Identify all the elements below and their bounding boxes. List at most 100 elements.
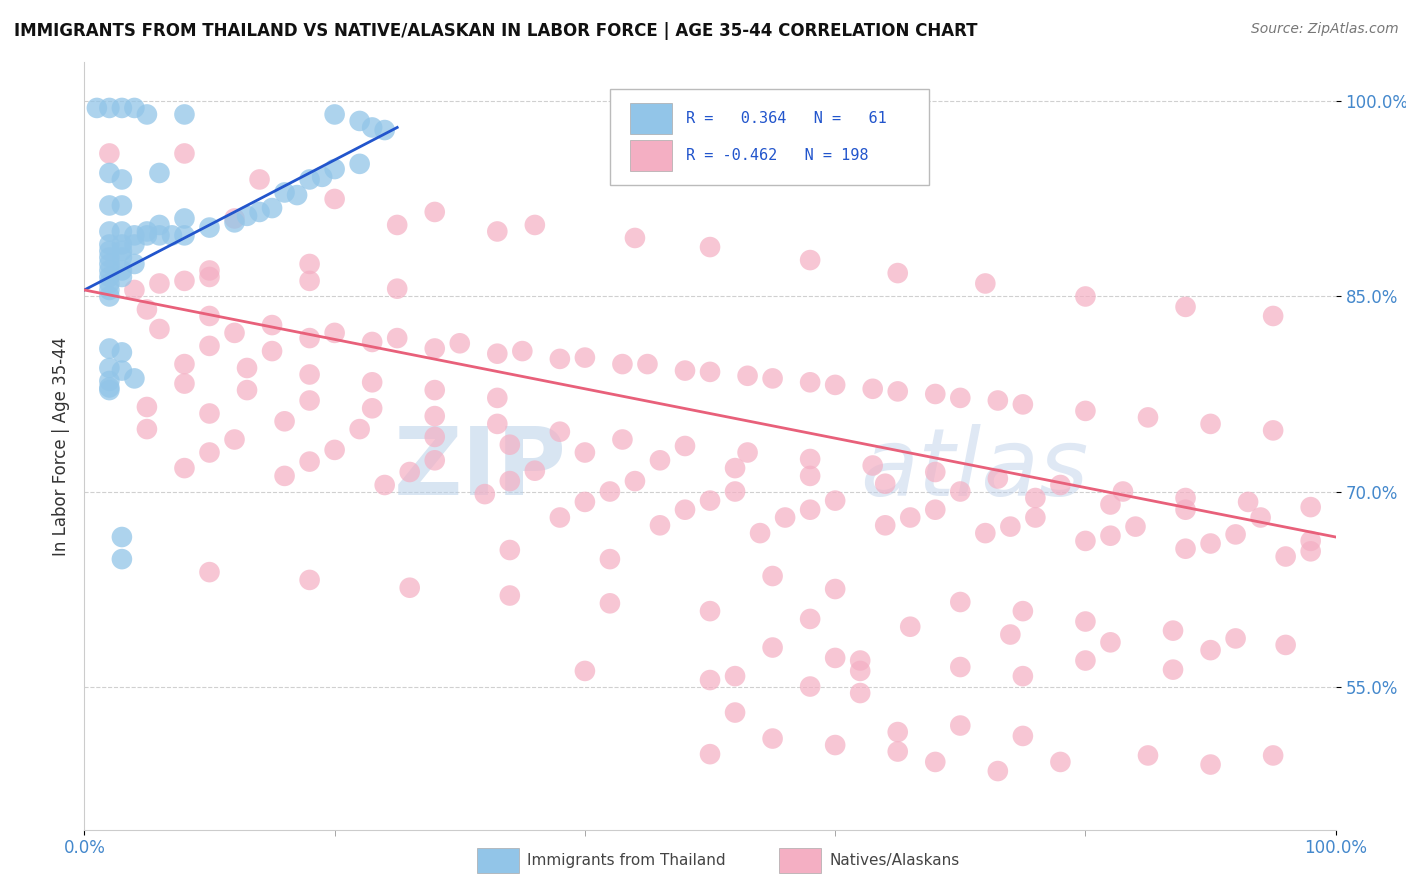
Point [361, 401, 384, 416]
Point [98, 251, 121, 265]
Point [1125, 519, 1147, 533]
Point [875, 518, 897, 533]
Point [398, 465, 420, 479]
Point [285, 188, 308, 202]
FancyBboxPatch shape [630, 103, 672, 134]
Point [862, 382, 884, 396]
Point [1299, 544, 1322, 558]
Point [1174, 502, 1197, 516]
Point [799, 376, 821, 390]
Point [173, 228, 195, 243]
Text: Immigrants from Thailand: Immigrants from Thailand [527, 854, 725, 868]
Point [98, 237, 121, 252]
Point [1250, 510, 1272, 524]
Point [762, 640, 785, 655]
Point [323, 326, 346, 340]
Point [799, 469, 821, 483]
Point [298, 257, 321, 271]
Point [799, 612, 821, 626]
Point [98, 244, 121, 258]
Point [385, 331, 409, 345]
Point [249, 205, 271, 219]
Point [224, 326, 246, 340]
Text: Source: ZipAtlas.com: Source: ZipAtlas.com [1251, 22, 1399, 37]
Point [385, 282, 409, 296]
Point [136, 302, 159, 317]
Point [298, 454, 321, 468]
Point [548, 510, 571, 524]
Point [1049, 755, 1071, 769]
Point [1074, 289, 1097, 303]
FancyBboxPatch shape [610, 89, 929, 186]
Point [136, 107, 159, 121]
Point [824, 738, 846, 752]
Point [849, 664, 872, 678]
Point [148, 322, 170, 336]
Point [273, 469, 295, 483]
Text: atlas: atlas [860, 424, 1088, 515]
Point [799, 452, 821, 467]
Point [699, 240, 721, 254]
Point [749, 526, 772, 541]
Point [385, 218, 409, 232]
Point [98, 101, 121, 115]
Point [724, 669, 747, 683]
Point [875, 476, 897, 491]
Text: IMMIGRANTS FROM THAILAND VS NATIVE/ALASKAN IN LABOR FORCE | AGE 35-44 CORRELATIO: IMMIGRANTS FROM THAILAND VS NATIVE/ALASK… [14, 22, 977, 40]
Point [486, 391, 509, 405]
Point [574, 351, 596, 365]
Point [1199, 536, 1222, 550]
Point [574, 495, 596, 509]
Point [673, 502, 696, 516]
Point [924, 387, 946, 401]
Point [499, 474, 522, 488]
Point [887, 725, 910, 739]
Point [374, 123, 396, 137]
Point [624, 231, 647, 245]
Point [1049, 478, 1071, 492]
Point [98, 374, 121, 388]
Point [198, 339, 221, 353]
Point [249, 172, 271, 186]
Point [148, 277, 170, 291]
Point [98, 270, 121, 285]
Point [98, 166, 121, 180]
Point [799, 253, 821, 268]
Point [599, 552, 621, 566]
Point [737, 368, 759, 383]
Point [987, 764, 1010, 778]
Point [173, 107, 195, 121]
Point [323, 162, 346, 177]
Point [349, 157, 371, 171]
Point [924, 502, 946, 516]
Point [824, 651, 846, 665]
Point [1099, 635, 1122, 649]
Point [298, 331, 321, 345]
Point [1274, 638, 1296, 652]
Point [423, 205, 446, 219]
Point [1074, 654, 1097, 668]
Point [1237, 495, 1260, 509]
Point [423, 342, 446, 356]
Point [361, 120, 384, 135]
Point [361, 334, 384, 349]
Text: R =   0.364   N =   61: R = 0.364 N = 61 [686, 111, 887, 126]
Point [924, 755, 946, 769]
Text: ZIP: ZIP [394, 423, 567, 515]
Point [111, 101, 134, 115]
Point [987, 471, 1010, 485]
Point [637, 357, 659, 371]
Point [423, 383, 446, 397]
FancyBboxPatch shape [630, 140, 672, 170]
Point [648, 518, 671, 533]
Point [160, 228, 183, 243]
Point [136, 422, 159, 436]
Point [111, 244, 134, 258]
Point [824, 582, 846, 596]
Point [499, 589, 522, 603]
Point [699, 493, 721, 508]
Point [474, 487, 496, 501]
Point [1074, 404, 1097, 418]
Point [98, 380, 121, 394]
Point [1074, 533, 1097, 548]
